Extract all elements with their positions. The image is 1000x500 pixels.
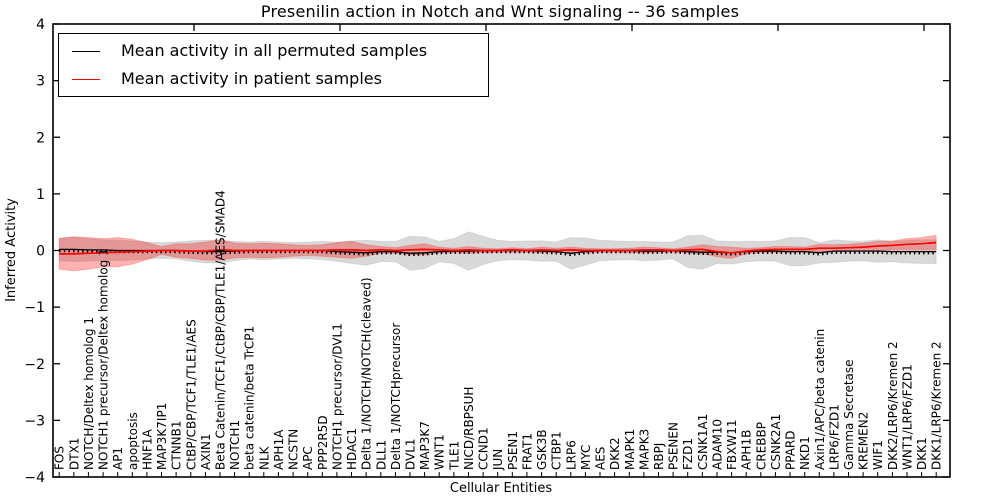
x-tick-label: Beta Catenin/TCF1/CtBP/CBP/TLE1/AES/SMAD…: [214, 190, 228, 470]
x-tick-label: PPARD: [784, 431, 798, 471]
y-tick-label: 4: [36, 17, 45, 33]
legend-line-patient-icon: [72, 78, 100, 80]
x-tick-label: beta catenin/beta TrCP1: [243, 326, 257, 470]
x-tick-label: Axin1/APC/beta catenin: [813, 329, 827, 470]
x-tick-label: AXIN1: [199, 433, 213, 470]
y-tick-label: 3: [36, 74, 45, 90]
x-tick-label: PSEN1: [506, 431, 520, 470]
x-tick-label: APC: [301, 446, 315, 470]
x-tick-label: NOTCH1: [228, 420, 242, 470]
legend-line-permuted-icon: [72, 50, 100, 52]
y-tick-label: −4: [24, 470, 45, 486]
x-tick-label: Gamma Secretase: [842, 359, 856, 470]
chart-title: Presenilin action in Notch and Wnt signa…: [260, 2, 740, 21]
x-tick-label: WNT1: [433, 434, 447, 470]
x-tick-label: CSNK2A1: [769, 414, 783, 470]
x-tick-label: MYC: [579, 445, 593, 470]
x-axis-label: Cellular Entities: [450, 481, 552, 496]
x-tick-label: WIF1: [871, 440, 885, 470]
x-tick-label: CtBP/CBP/TCF1/TLE1/AES: [184, 319, 198, 470]
x-tick-label: LRP6/FZD1: [827, 404, 841, 470]
x-tick-label: TLE1: [447, 441, 461, 471]
x-tick-label: APH1B: [740, 430, 754, 470]
x-tick-label: CREBBP: [754, 422, 768, 470]
y-tick-label: −3: [24, 413, 45, 429]
x-tick-label: NICD/RBPSUH: [462, 387, 476, 470]
x-tick-label: GSK3B: [535, 429, 549, 470]
x-tick-label: MAP3K7IP1: [155, 403, 169, 470]
x-tick-label: NCSTN: [287, 429, 301, 470]
y-axis-label: Inferred Activity: [4, 198, 19, 302]
x-tick-label: MAPK1: [623, 429, 637, 470]
x-tick-label: KREMEN2: [857, 412, 871, 470]
x-tick-label: DVL1: [404, 438, 418, 470]
x-tick-label: DKK1: [915, 437, 929, 470]
x-tick-label: LRP6: [564, 440, 578, 470]
x-tick-label: FOS: [53, 446, 67, 470]
x-tick-label: FRAT1: [520, 433, 534, 470]
x-tick-label: AP1: [111, 447, 125, 470]
x-tick-label: DKK1/LRP6/Kremen 2: [930, 341, 944, 470]
x-tick-label: JUN: [491, 449, 505, 471]
x-tick-label: WNT1/LRP6/FZD1: [901, 364, 915, 470]
x-tick-label: NOTCH1 precursor/DVL1: [330, 323, 344, 470]
x-tick-label: ADAM10: [711, 419, 725, 470]
x-tick-label: DKK2/LRP6/Kremen 2: [886, 341, 900, 470]
x-tick-label: CTNNB1: [170, 420, 184, 470]
x-tick-label: CSNK1A1: [696, 414, 710, 470]
x-tick-label: DLL1: [374, 440, 388, 470]
x-tick-label: NOTCH/Deltex homolog 1: [82, 317, 96, 470]
x-tick-label: CTBP1: [550, 431, 564, 470]
legend-label-permuted: Mean activity in all permuted samples: [121, 41, 428, 60]
y-tick-label: 2: [36, 130, 45, 146]
legend-label-patient: Mean activity in patient samples: [121, 69, 382, 88]
y-tick-label: 1: [36, 187, 45, 203]
x-tick-label: DTX1: [67, 438, 81, 470]
permuted-line-tick-texture: [59, 249, 937, 257]
x-tick-label: AES: [594, 447, 608, 470]
x-tick-label: PPP2R5D: [316, 415, 330, 470]
y-tick-label: −1: [24, 300, 45, 316]
x-tick-label: apoptosis: [126, 412, 140, 470]
legend-item-permuted: Mean activity in all permuted samples: [59, 37, 488, 65]
x-tick-label: MAPK3: [637, 429, 651, 470]
x-tick-label: Delta 1/NOTCH/NOTCH(cleaved): [360, 277, 374, 470]
legend: Mean activity in all permuted samples Me…: [58, 33, 489, 97]
x-tick-label: HNF1A: [140, 428, 154, 470]
x-tick-label: NKD1: [798, 436, 812, 470]
x-tick-label: CCND1: [477, 427, 491, 470]
x-tick-label: DKK2: [608, 437, 622, 470]
patient-mean-line: [59, 241, 937, 255]
x-tick-label: FZD1: [681, 438, 695, 470]
x-tick-label: RBPJ: [652, 443, 666, 470]
y-tick-label: 0: [36, 244, 45, 260]
x-tick-label: HDAC1: [345, 428, 359, 470]
y-tick-label: −2: [24, 357, 45, 373]
x-tick-label: NLK: [257, 445, 271, 470]
x-tick-label: PSENEN: [667, 422, 681, 470]
x-tick-label: FBXW11: [725, 420, 739, 471]
x-tick-label: APH1A: [272, 429, 286, 470]
x-tick-label: NOTCH1 precursor/Deltex homolog 1: [97, 248, 111, 470]
patient-band: [58, 234, 937, 272]
legend-item-patient: Mean activity in patient samples: [59, 65, 488, 93]
x-tick-label: Delta 1/NOTCHprecursor: [389, 323, 403, 470]
x-tick-label: MAP3K7: [418, 421, 432, 470]
